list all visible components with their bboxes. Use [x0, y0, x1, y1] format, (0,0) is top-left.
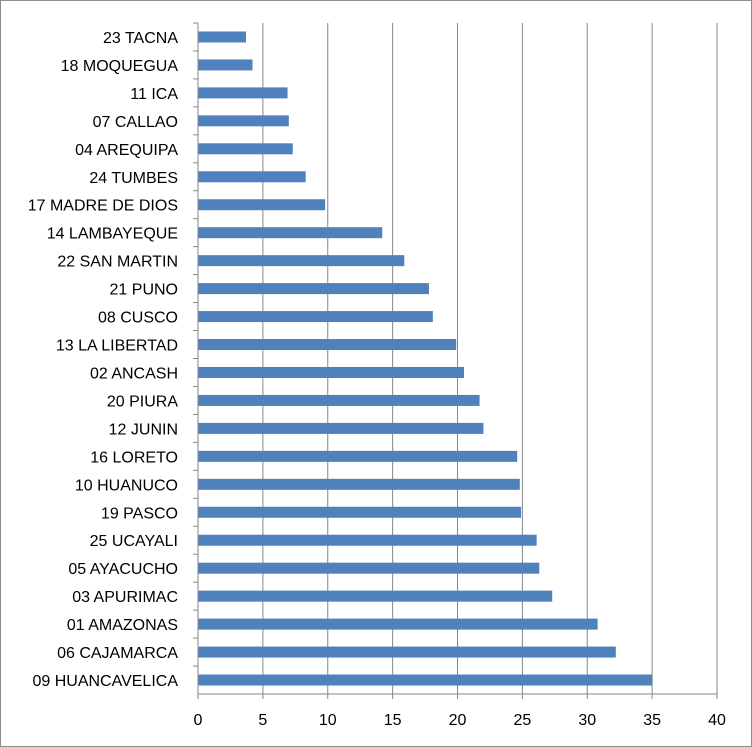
bar-13-la-libertad	[198, 339, 457, 351]
x-tick-label: 30	[578, 712, 596, 729]
x-tick-label: 35	[643, 712, 661, 729]
bar-01-amazonas	[198, 618, 598, 630]
bar-02-ancash	[198, 366, 464, 378]
bar-12-junin	[198, 422, 484, 434]
category-label: 04 AREQUIPA	[75, 142, 178, 159]
category-label: 06 CAJAMARCA	[57, 645, 178, 662]
category-label: 18 MOQUEGUA	[61, 58, 179, 75]
x-tick-label: 0	[194, 712, 203, 729]
category-label: 01 AMAZONAS	[67, 617, 178, 634]
category-label: 24 TUMBES	[89, 170, 178, 187]
category-label: 21 PUNO	[110, 282, 178, 299]
bar-05-ayacucho	[198, 562, 540, 574]
x-tick-label: 10	[319, 712, 337, 729]
bar-19-pasco	[198, 506, 522, 518]
bar-11-ica	[198, 87, 288, 99]
category-label: 23 TACNA	[103, 30, 178, 47]
category-label: 22 SAN MARTIN	[57, 254, 178, 271]
category-label: 08 CUSCO	[98, 310, 178, 327]
bar-22-san-martin	[198, 255, 405, 267]
bars	[198, 31, 653, 686]
category-label: 19 PASCO	[101, 505, 178, 522]
bar-10-huanuco	[198, 478, 520, 490]
bar-20-piura	[198, 394, 480, 406]
category-labels: 23 TACNA 18 MOQUEGUA 11 ICA 07 CALLAO 04 ARE…	[28, 30, 179, 690]
category-label: 02 ANCASH	[90, 365, 178, 382]
bar-09-huancavelica	[198, 674, 653, 686]
bar-16-loreto	[198, 450, 518, 462]
x-tick-label: 5	[258, 712, 267, 729]
bar-08-cusco	[198, 311, 433, 323]
category-label: 14 LAMBAYEQUE	[47, 226, 178, 243]
category-label: 05 AYACUCHO	[68, 561, 178, 578]
x-tick-label: 40	[708, 712, 726, 729]
category-label: 10 HUANUCO	[75, 477, 178, 494]
category-label: 07 CALLAO	[93, 114, 178, 131]
x-tick-label: 25	[513, 712, 531, 729]
bar-24-tumbes	[198, 171, 306, 183]
category-label: 17 MADRE DE DIOS	[28, 198, 178, 215]
bar-23-tacna	[198, 31, 247, 43]
category-label: 13 LA LIBERTAD	[56, 338, 178, 355]
bar-06-cajamarca	[198, 646, 616, 658]
bar-21-puno	[198, 283, 429, 295]
gridlines	[262, 23, 718, 694]
bar-03-apurimac	[198, 590, 553, 602]
bar-07-callao	[198, 115, 289, 127]
category-label: 20 PIURA	[107, 393, 178, 410]
bar-25-ucayali	[198, 534, 537, 546]
category-label: 16 LORETO	[90, 449, 178, 466]
category-label: 12 JUNIN	[109, 421, 178, 438]
bar-04-arequipa	[198, 143, 293, 155]
bar-18-moquegua	[198, 59, 253, 71]
category-label: 09 HUANCAVELICA	[32, 673, 178, 690]
axes	[193, 22, 718, 699]
category-label: 03 APURIMAC	[72, 589, 178, 606]
x-tick-label: 20	[449, 712, 467, 729]
bar-14-lambayeque	[198, 227, 383, 239]
category-label: 11 ICA	[130, 86, 178, 103]
x-tick-labels: 0 5 10 15 20 25 30 35 40	[194, 712, 726, 729]
category-label: 25 UCAYALI	[90, 533, 178, 550]
x-tick-label: 15	[384, 712, 402, 729]
bar-17-madre-de-dios	[198, 199, 326, 211]
